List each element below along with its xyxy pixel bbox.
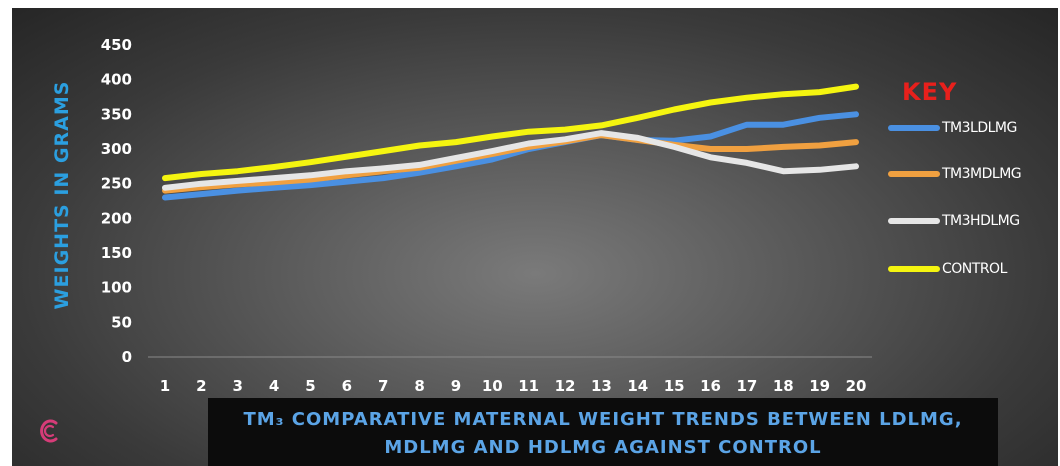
y-tick-label: 0 xyxy=(122,348,132,366)
x-tick-label: 1 xyxy=(160,377,170,395)
x-tick-label: 5 xyxy=(305,377,315,395)
x-tick-label: 3 xyxy=(233,377,243,395)
y-tick-label: 150 xyxy=(101,244,132,262)
x-tick-label: 12 xyxy=(555,377,576,395)
x-tick-label: 10 xyxy=(482,377,503,395)
legend-label-tm3mdlmg: TM3MDLMG xyxy=(942,166,1022,182)
legend-swatch-tm3ldlmg xyxy=(888,125,940,131)
y-tick-label: 350 xyxy=(101,105,132,123)
x-tick-label: 11 xyxy=(518,377,539,395)
legend-label-tm3hdlmg: TM3HDLMG xyxy=(942,213,1020,229)
x-tick-label: 16 xyxy=(700,377,721,395)
legend-swatch-tm3mdlmg xyxy=(888,171,940,177)
x-tick-label: 20 xyxy=(846,377,867,395)
legend-swatch-control xyxy=(888,266,940,272)
x-tick-label: 15 xyxy=(664,377,685,395)
legend-label-tm3ldlmg: TM3LDLMG xyxy=(942,120,1017,136)
legend-item-tm3hdlmg: TM3HDLMG xyxy=(888,211,1020,231)
x-tick-label: 6 xyxy=(342,377,352,395)
series-line-tm3ldlmg xyxy=(162,111,859,201)
x-tick-label: 19 xyxy=(809,377,830,395)
legend-item-control: CONTROL xyxy=(888,259,1007,279)
x-tick-label: 4 xyxy=(269,377,279,395)
y-tick-label: 400 xyxy=(101,71,132,89)
y-tick-label: 50 xyxy=(111,313,132,331)
legend-swatch-tm3hdlmg xyxy=(888,218,940,224)
chart-title-box: TM₃ COMPARATIVE MATERNAL WEIGHT TRENDS B… xyxy=(208,398,998,466)
x-tick-label: 8 xyxy=(414,377,424,395)
legend-item-tm3mdlmg: TM3MDLMG xyxy=(888,164,1022,184)
legend-title: KEY xyxy=(902,78,958,106)
x-tick-label: 9 xyxy=(451,377,461,395)
c-logo-icon xyxy=(40,419,58,443)
legend-item-tm3ldlmg: TM3LDLMG xyxy=(888,118,1017,138)
y-tick-labels: 0 50 100 150 200 250 300 350 400 450 xyxy=(101,36,132,366)
series-line-tm3hdlmg xyxy=(162,130,859,191)
series-line-tm3mdlmg xyxy=(162,132,859,194)
chart-title: TM₃ COMPARATIVE MATERNAL WEIGHT TRENDS B… xyxy=(243,409,963,458)
x-tick-label: 17 xyxy=(736,377,757,395)
y-axis-label: WEIGHTS IN GRAMS xyxy=(51,80,73,310)
edge-mark xyxy=(8,320,11,346)
series-layer xyxy=(162,83,859,201)
legend-label-control: CONTROL xyxy=(942,261,1007,277)
x-tick-label: 14 xyxy=(627,377,648,395)
y-tick-label: 450 xyxy=(101,36,132,54)
x-tick-label: 18 xyxy=(773,377,794,395)
y-tick-label: 250 xyxy=(101,175,132,193)
x-tick-label: 13 xyxy=(591,377,612,395)
x-tick-labels: 1 2 3 4 5 6 7 8 9 10 11 12 13 14 15 16 17 18 19 20 xyxy=(160,377,867,395)
y-tick-label: 100 xyxy=(101,279,132,297)
x-tick-label: 2 xyxy=(196,377,206,395)
series-line-control xyxy=(162,83,859,182)
y-tick-label: 200 xyxy=(101,209,132,227)
x-tick-label: 7 xyxy=(378,377,388,395)
y-tick-label: 300 xyxy=(101,140,132,158)
chart-panel xyxy=(12,8,1058,466)
